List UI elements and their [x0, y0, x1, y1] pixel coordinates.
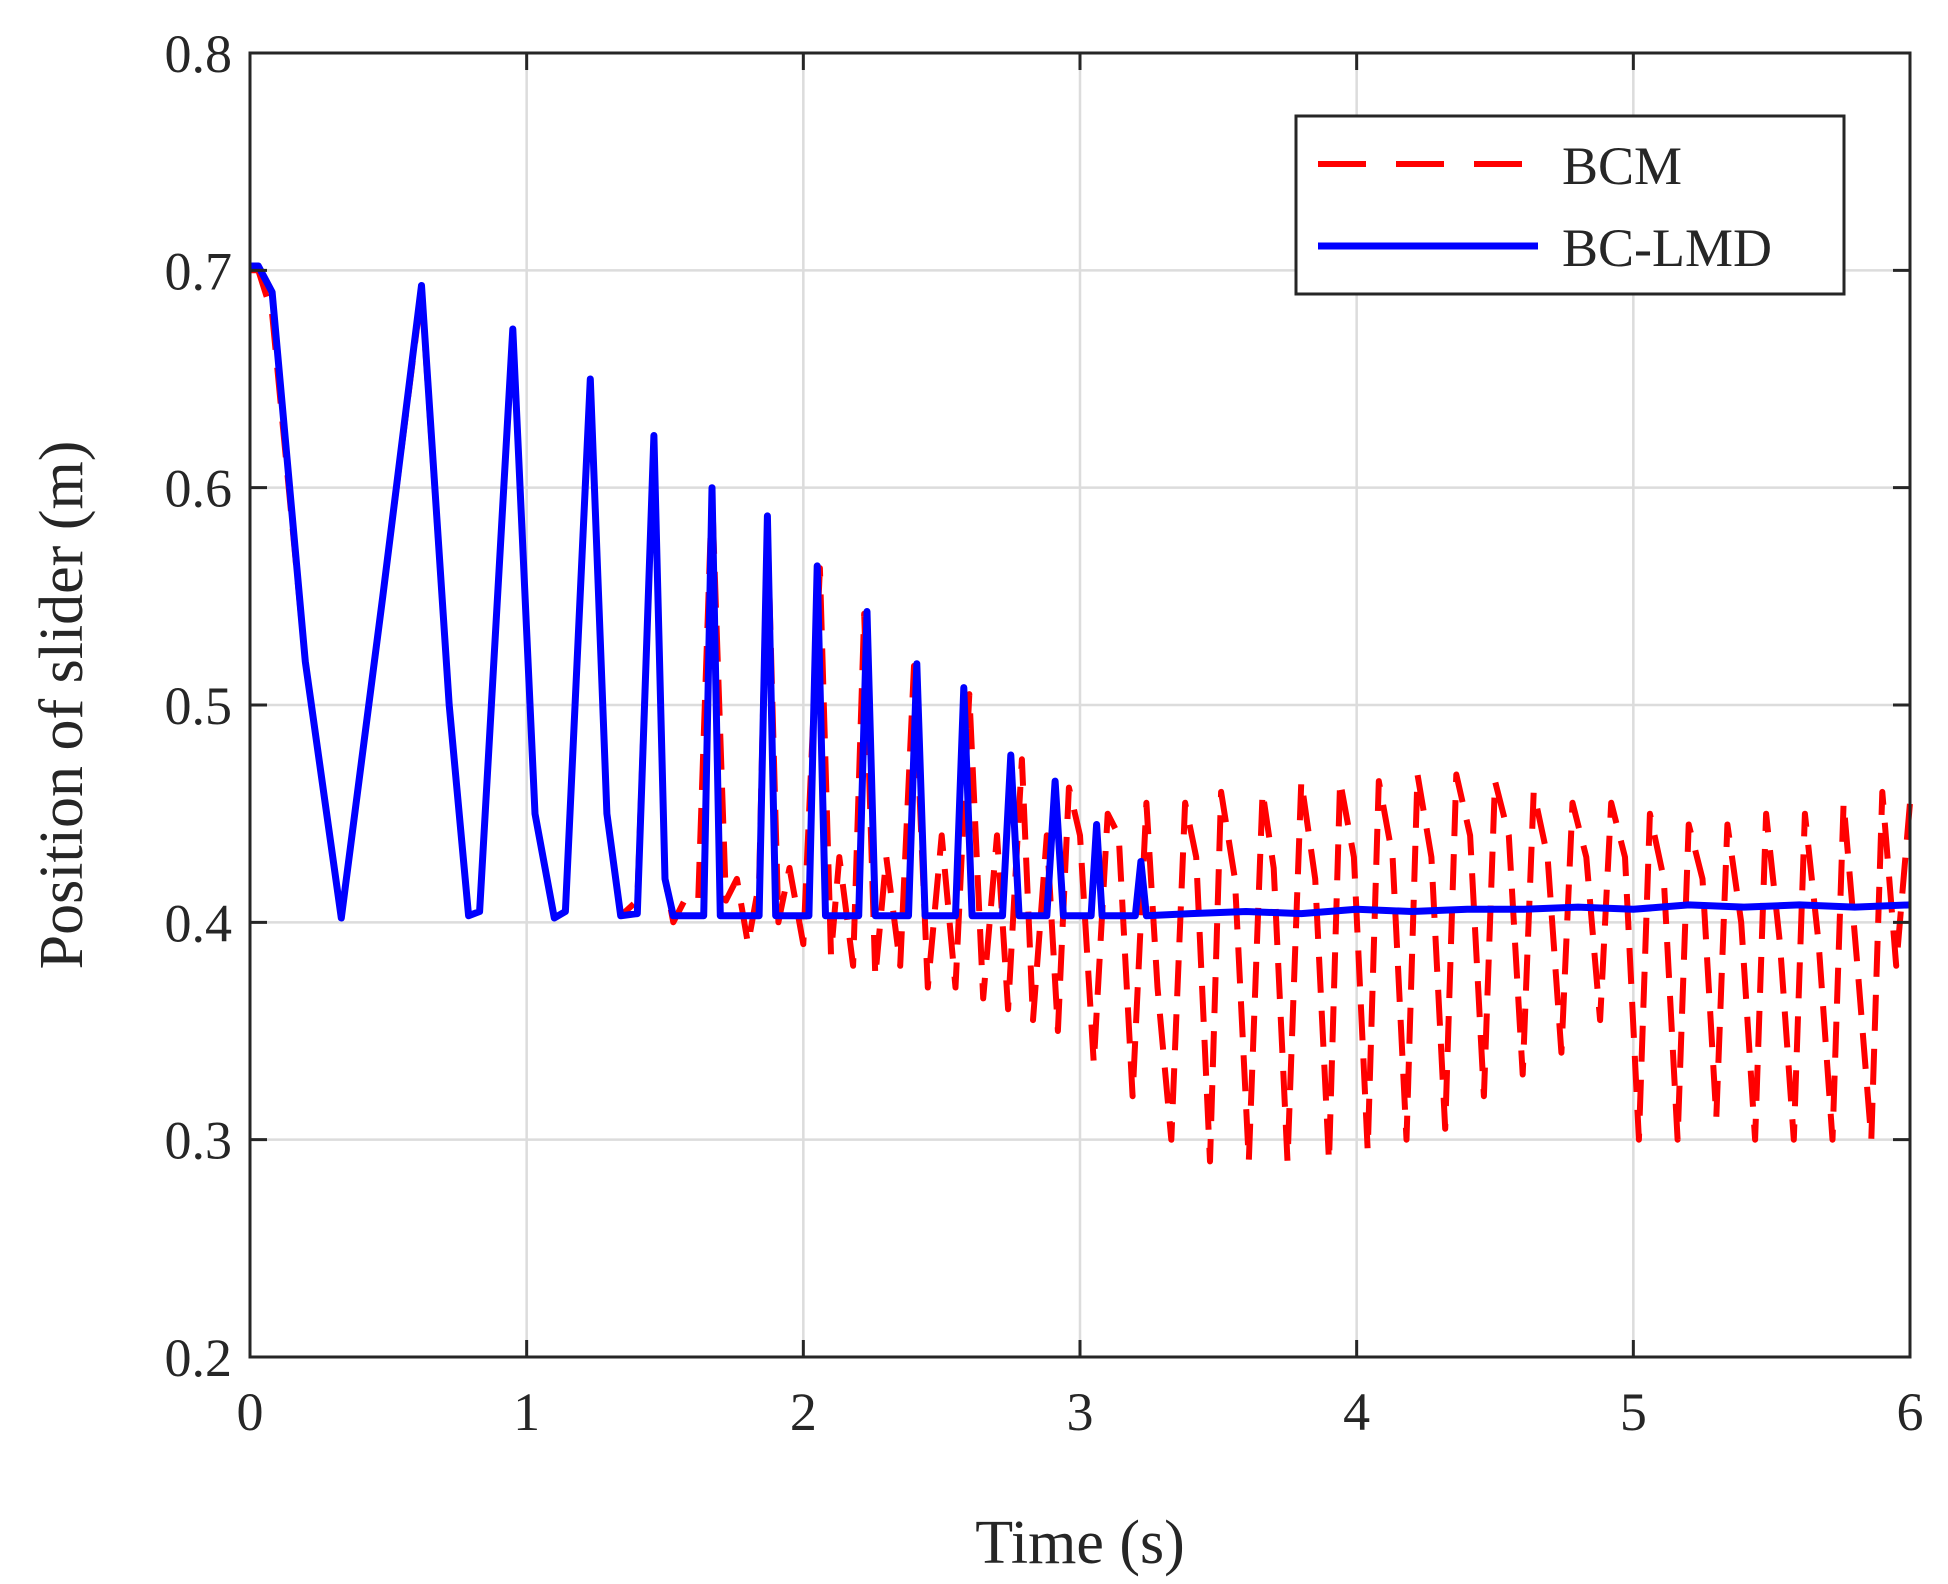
y-tick-label: 0.2 — [165, 1328, 233, 1388]
y-tick-label: 0.8 — [165, 24, 233, 84]
legend: BCM BC-LMD — [1294, 114, 1846, 296]
series-lines — [250, 262, 1913, 1165]
y-tick-label: 0.5 — [165, 676, 233, 736]
y-axis-title: Position of slider (m) — [28, 441, 96, 970]
axis-ticks — [248, 51, 1912, 1359]
x-tick-label: 3 — [1067, 1382, 1094, 1442]
y-tick-label: 0.6 — [165, 459, 233, 519]
x-tick-labels: 0 1 2 3 4 5 6 — [237, 1382, 1924, 1442]
y-tick-label: 0.3 — [165, 1111, 233, 1171]
legend-label-bc-lmd: BC-LMD — [1562, 218, 1772, 278]
x-tick-label: 2 — [790, 1382, 817, 1442]
x-tick-label: 0 — [237, 1382, 264, 1442]
x-tick-label: 6 — [1897, 1382, 1924, 1442]
legend-label-bcm: BCM — [1562, 136, 1682, 196]
y-tick-label: 0.4 — [165, 893, 233, 953]
y-tick-label: 0.7 — [165, 241, 233, 301]
y-tick-labels: 0.2 0.3 0.4 0.5 0.6 0.7 0.8 — [165, 24, 233, 1388]
x-tick-label: 4 — [1343, 1382, 1370, 1442]
x-tick-label: 1 — [513, 1382, 540, 1442]
series-line-bcm — [250, 267, 1913, 1165]
legend-box — [1294, 114, 1846, 296]
x-axis-title: Time (s) — [975, 1509, 1185, 1577]
x-tick-label: 5 — [1620, 1382, 1647, 1442]
series-line-bc-lmd — [250, 262, 1911, 922]
